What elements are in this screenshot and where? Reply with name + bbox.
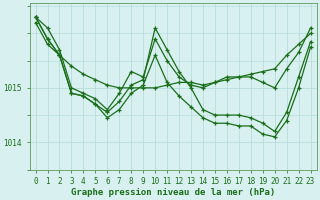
X-axis label: Graphe pression niveau de la mer (hPa): Graphe pression niveau de la mer (hPa) bbox=[71, 188, 275, 197]
